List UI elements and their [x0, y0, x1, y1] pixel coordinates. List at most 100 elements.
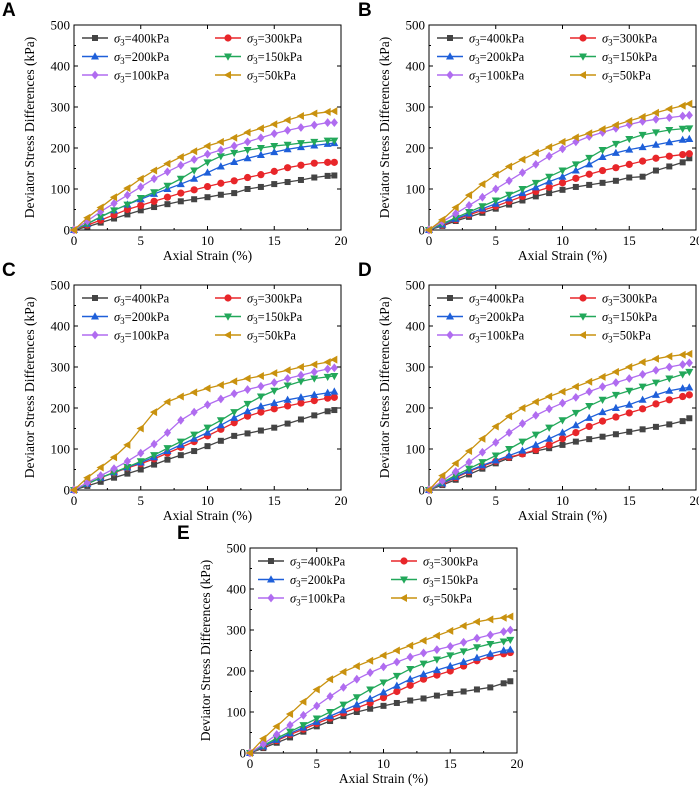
panel-label: B: [358, 0, 372, 21]
legend-label: σ3=100kPa: [469, 69, 525, 85]
data-point: [366, 695, 374, 702]
data-point: [678, 102, 685, 110]
data-point: [191, 186, 198, 193]
data-point: [685, 350, 692, 358]
data-point: [586, 387, 593, 396]
legend-item: σ3=50kPa: [215, 329, 296, 345]
legend-item: σ3=400kPa: [82, 292, 170, 308]
legend-label: σ3=300kPa: [247, 32, 303, 48]
data-point: [297, 112, 304, 120]
data-point: [626, 374, 633, 383]
legend-marker: [579, 294, 586, 301]
data-point: [545, 393, 552, 401]
data-point: [231, 190, 237, 196]
data-point: [284, 374, 291, 383]
data-point: [271, 405, 278, 412]
legend-item: σ3=50kPa: [570, 329, 651, 345]
legend-label: σ3=100kPa: [114, 69, 170, 85]
data-point: [257, 394, 265, 401]
data-point: [546, 184, 553, 191]
data-point: [297, 123, 304, 132]
data-point: [366, 686, 374, 693]
x-tick-label: 10: [201, 233, 214, 248]
data-point: [460, 638, 467, 647]
data-point: [612, 378, 619, 387]
data-point: [324, 118, 331, 127]
series-1: [426, 155, 692, 233]
chart-panel-b: B051015200100200300400500Axial Strain (%…: [358, 0, 699, 263]
data-point: [231, 177, 238, 184]
data-point: [479, 193, 486, 202]
panel-label: C: [2, 260, 16, 281]
legend-item: σ3=300kPa: [570, 32, 658, 48]
data-point: [243, 374, 250, 382]
y-tick-label: 200: [51, 141, 71, 156]
data-point: [393, 682, 401, 689]
legend-marker: [267, 594, 274, 603]
data-point: [218, 438, 224, 444]
data-point: [231, 142, 238, 151]
data-point: [340, 683, 347, 692]
data-point: [532, 160, 539, 169]
data-point: [686, 111, 693, 120]
data-point: [204, 159, 212, 166]
data-point: [546, 190, 552, 196]
panel-label: E: [177, 523, 190, 544]
data-point: [271, 425, 277, 431]
data-point: [433, 632, 440, 640]
data-point: [164, 457, 170, 463]
data-point: [573, 439, 579, 445]
y-axis-title: Deviator Stress Differences (kPa): [198, 560, 213, 742]
data-point: [137, 202, 144, 209]
data-point: [258, 184, 264, 190]
data-point: [163, 160, 170, 168]
data-point: [572, 410, 580, 417]
legend-marker: [579, 331, 586, 339]
legend-marker: [579, 71, 586, 79]
data-point: [367, 706, 373, 712]
data-point: [680, 159, 686, 165]
data-point: [506, 428, 513, 437]
series-2: [425, 150, 693, 233]
data-point: [300, 711, 307, 720]
data-point: [586, 171, 593, 178]
data-point: [243, 128, 250, 136]
data-point: [638, 358, 645, 366]
data-point: [353, 662, 360, 670]
data-point: [532, 432, 540, 439]
legend-label: σ3=50kPa: [247, 69, 296, 85]
x-tick-label: 0: [71, 493, 78, 508]
data-point: [572, 393, 579, 402]
data-point: [124, 471, 130, 477]
series-5: [70, 118, 338, 234]
data-point: [203, 384, 210, 392]
data-point: [600, 180, 606, 186]
y-tick-label: 500: [406, 18, 426, 33]
x-tick-label: 0: [426, 493, 433, 508]
data-point: [599, 382, 606, 391]
data-point: [446, 627, 453, 635]
data-point: [205, 443, 211, 449]
legend-marker: [92, 295, 98, 301]
data-point: [394, 700, 400, 706]
legend-marker: [268, 558, 274, 564]
data-point: [217, 381, 224, 389]
legend-item: σ3=400kPa: [82, 32, 170, 48]
data-point: [406, 666, 414, 673]
data-point: [586, 423, 593, 430]
data-point: [137, 449, 144, 458]
legend-item: σ3=100kPa: [258, 592, 346, 608]
data-point: [407, 698, 413, 704]
data-point: [461, 689, 467, 695]
legend-item: σ3=100kPa: [82, 329, 170, 345]
x-tick-label: 20: [690, 233, 699, 248]
data-point: [325, 173, 331, 179]
data-point: [177, 161, 184, 170]
legend-marker: [91, 71, 98, 80]
legend-item: σ3=150kPa: [570, 50, 658, 66]
